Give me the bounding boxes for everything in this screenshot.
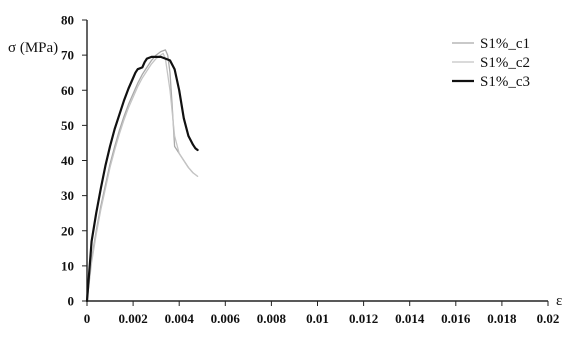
y-tick-label: 70 <box>61 48 74 63</box>
x-tick-label: 0.018 <box>487 311 517 326</box>
x-tick-label: 0.004 <box>165 311 195 326</box>
x-axis-label: ε <box>556 293 562 309</box>
legend-label: S1%_c1 <box>480 36 530 52</box>
x-tick-label: 0.014 <box>395 311 425 326</box>
x-tick-label: 0.002 <box>118 311 147 326</box>
y-tick-label: 40 <box>61 153 74 168</box>
y-tick-label: 0 <box>68 294 75 309</box>
y-tick-label: 60 <box>61 83 74 98</box>
legend-label: S1%_c2 <box>480 55 530 71</box>
y-tick-label: 20 <box>61 223 74 238</box>
y-tick-label: 50 <box>61 118 74 133</box>
x-tick-label: 0 <box>84 311 91 326</box>
series-line-3 <box>85 55 199 303</box>
legend: S1%_c1 S1%_c2 S1%_c3 <box>452 36 530 90</box>
y-tick-label: 10 <box>61 258 74 273</box>
y-tick-label: 80 <box>61 13 74 28</box>
series-layer <box>85 49 199 303</box>
tick-labels: 0 0.002 0.004 0.006 0.008 0.01 0.012 0.014 0.016… <box>61 13 559 327</box>
y-axis-label: σ (MPa) <box>8 40 58 56</box>
x-tick-label: 0.02 <box>537 311 560 326</box>
x-tick-label: 0.016 <box>441 311 471 326</box>
x-tick-label: 0.012 <box>349 311 378 326</box>
x-tick-label: 0.01 <box>306 311 329 326</box>
series-line-1 <box>86 49 194 302</box>
x-tick-label: 0.006 <box>211 311 241 326</box>
y-tick-label: 30 <box>61 188 74 203</box>
series-line-2 <box>86 52 199 302</box>
x-tick-label: 0.008 <box>257 311 287 326</box>
legend-label: S1%_c3 <box>480 74 530 90</box>
